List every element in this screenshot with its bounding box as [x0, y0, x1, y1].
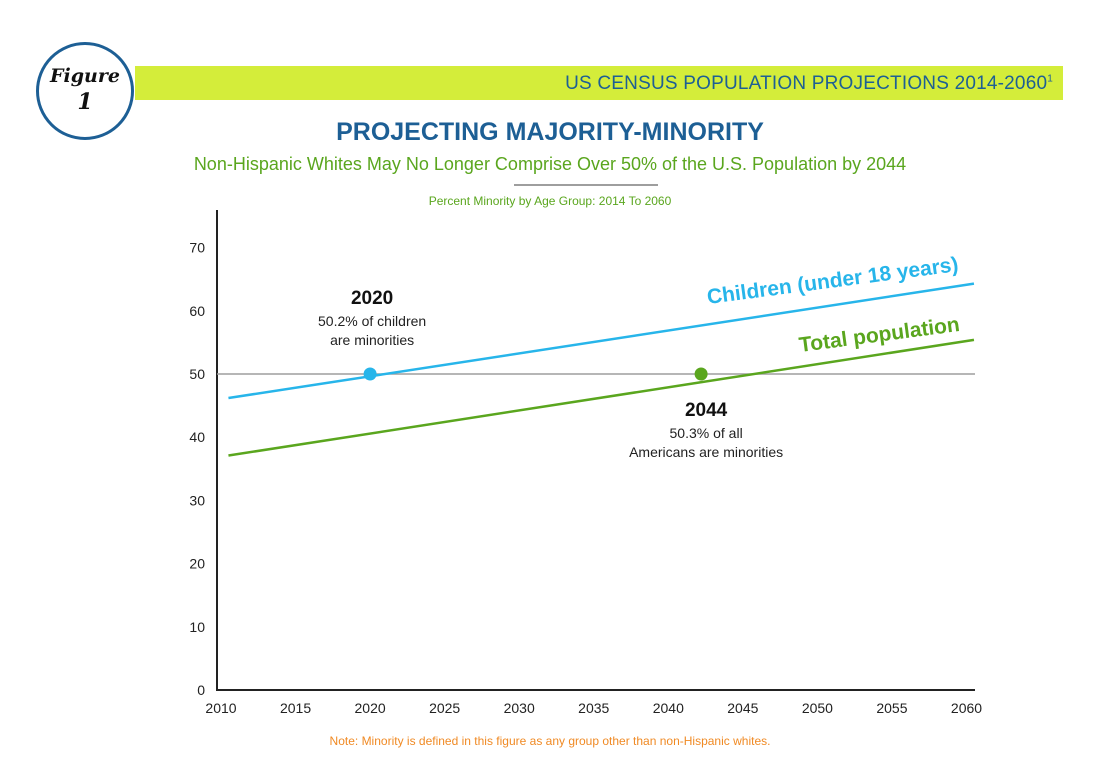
children-series-line	[228, 282, 975, 400]
title-divider	[514, 184, 658, 186]
y-tick-label: 60	[189, 303, 205, 319]
milestone-year-label: 2044	[685, 400, 728, 421]
total-population-series-label: Total population	[798, 313, 961, 357]
x-tick-label: 2015	[280, 700, 311, 716]
chart-subtitle: Non-Hispanic Whites May No Longer Compri…	[193, 154, 907, 174]
x-tick-label: 2050	[802, 700, 833, 716]
banner-title: US CENSUS POPULATION PROJECTIONS 2014-20…	[565, 73, 1053, 95]
y-tick-label: 20	[189, 556, 205, 572]
figure-badge: Figure 1	[36, 42, 134, 140]
milestone-description-line: Americans are minorities	[629, 444, 783, 460]
milestone-description-line: are minorities	[330, 332, 414, 348]
y-tick-label: 30	[189, 492, 205, 508]
figure-badge-number: 1	[77, 89, 93, 115]
x-tick-label: 2010	[205, 700, 236, 716]
chart-caption: Percent Minority by Age Group: 2014 To 2…	[428, 194, 672, 208]
x-tick-label: 2035	[578, 700, 609, 716]
y-tick-label: 40	[189, 429, 205, 445]
milestone-description-line: 50.3% of all	[670, 425, 743, 441]
x-tick-label: 2030	[504, 700, 535, 716]
x-tick-label: 2020	[355, 700, 386, 716]
x-tick-label: 2060	[951, 700, 982, 716]
milestone-description-line: 50.2% of children	[318, 313, 426, 329]
x-tick-label: 2040	[653, 700, 684, 716]
milestone-marker-2020	[363, 367, 377, 381]
header-banner: US CENSUS POPULATION PROJECTIONS 2014-20…	[135, 66, 1063, 100]
milestone-year-label: 2020	[351, 288, 393, 309]
x-tick-label: 2055	[876, 700, 907, 716]
y-tick-label: 0	[197, 682, 205, 698]
milestone-marker-2044	[694, 367, 708, 381]
figure-badge-word: Figure	[50, 65, 120, 87]
x-tick-label: 2045	[727, 700, 758, 716]
total-population-series-line	[228, 338, 975, 457]
x-tick-label: 2025	[429, 700, 460, 716]
y-tick-label: 50	[189, 366, 205, 382]
banner-title-text: US CENSUS POPULATION PROJECTIONS 2014-20…	[565, 73, 1048, 94]
footnote: Note: Minority is defined in this figure…	[329, 734, 771, 748]
chart-main-title: PROJECTING MAJORITY-MINORITY	[336, 118, 764, 146]
y-tick-label: 70	[189, 240, 205, 256]
children-series-label: Children (under 18 years)	[706, 253, 960, 309]
y-tick-label: 10	[189, 619, 205, 635]
banner-footnote-mark: 1	[1047, 73, 1053, 85]
